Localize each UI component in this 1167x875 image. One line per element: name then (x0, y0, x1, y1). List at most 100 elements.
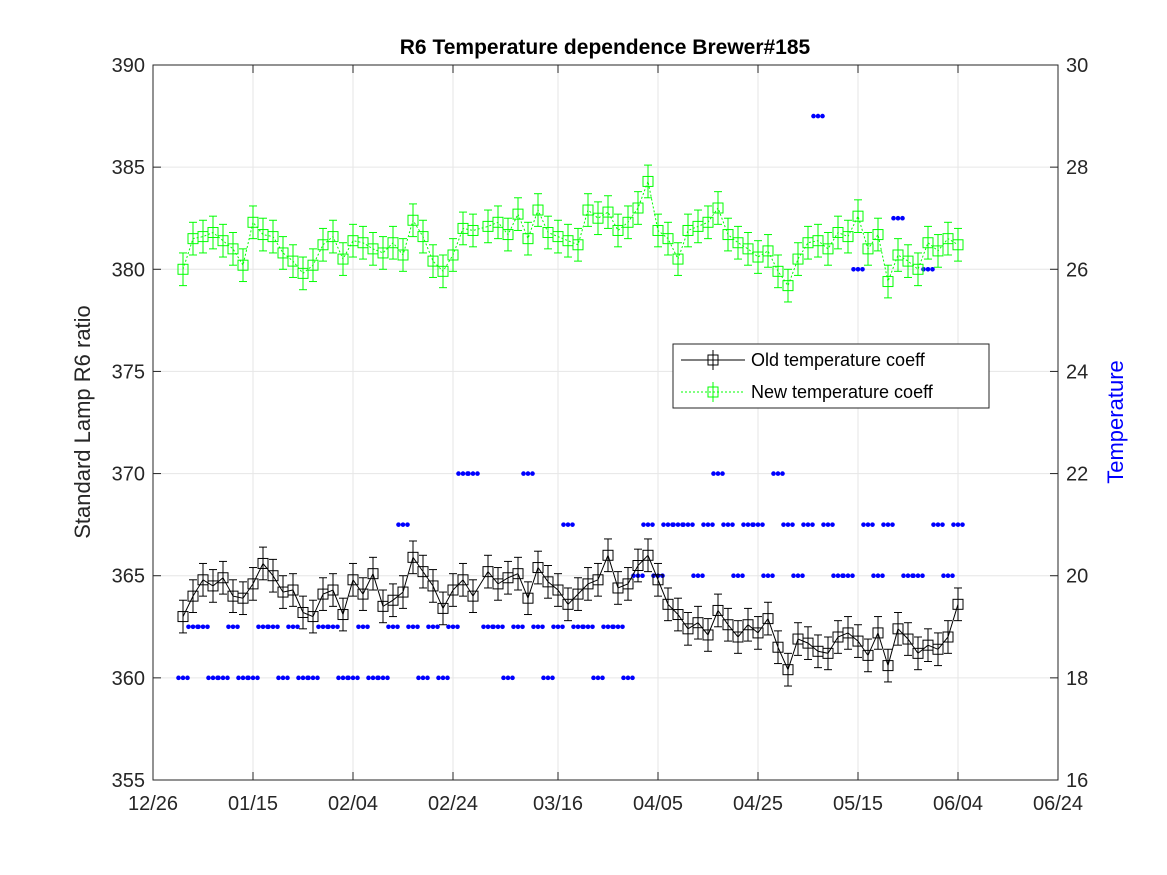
temperature-point (690, 522, 695, 527)
temperature-point (700, 573, 705, 579)
legend-new-label: New temperature coeff (751, 382, 934, 402)
temperature-point (751, 522, 756, 527)
y-tick-label: 355 (112, 770, 145, 792)
temperature-point (521, 471, 526, 476)
temperature-point (721, 522, 726, 527)
data-point (197, 574, 209, 586)
temperature-point (821, 522, 826, 527)
data-point (782, 664, 794, 676)
data-point (792, 253, 804, 265)
data-point (892, 249, 904, 261)
data-point (572, 588, 584, 600)
temperature-point (515, 624, 521, 630)
data-point (407, 551, 419, 563)
x-tick-label: 12/26 (128, 793, 178, 815)
temperature-point (941, 573, 946, 579)
data-point (257, 557, 269, 569)
temperature-point (720, 471, 725, 476)
temperature-point (761, 573, 766, 579)
data-point (912, 263, 924, 275)
temperature-point (226, 624, 231, 630)
temperature-point (640, 573, 645, 579)
temperature-point (591, 675, 596, 681)
temperature-point (760, 522, 765, 527)
temperature-point (815, 113, 821, 119)
temperature-point (620, 624, 625, 630)
temperature-point (685, 522, 691, 527)
temperature-point (250, 675, 256, 681)
data-point (377, 600, 389, 612)
data-point (742, 619, 754, 631)
temperature-point (266, 624, 271, 630)
temperature-point (770, 573, 775, 579)
temperature-point (681, 522, 686, 527)
temperature-point (256, 624, 261, 630)
temperature-point (850, 573, 855, 579)
data-point (217, 235, 229, 247)
data-point (672, 609, 684, 621)
temperature-point (801, 522, 806, 527)
legend-old-label: Old temperature coeff (751, 350, 926, 370)
y2-tick-label: 30 (1066, 55, 1088, 77)
data-point (672, 253, 684, 265)
temperature-point (185, 675, 190, 681)
temperature-point (901, 573, 906, 579)
temperature-point (551, 624, 556, 630)
temperature-point (500, 624, 505, 630)
data-point (852, 635, 864, 647)
temperature-point (935, 522, 941, 527)
temperature-point (220, 675, 226, 681)
temperature-point (950, 573, 955, 579)
temperature-point (470, 471, 476, 476)
x-tick-label: 03/16 (533, 793, 583, 815)
data-point (922, 237, 934, 249)
temperature-point (805, 522, 811, 527)
temperature-point (280, 675, 286, 681)
data-point (277, 247, 289, 259)
temperature-point (725, 522, 731, 527)
data-point (327, 231, 339, 243)
temperature-point (630, 675, 635, 681)
temperature-point (940, 522, 945, 527)
data-point (327, 584, 339, 596)
data-point (612, 224, 624, 236)
temperature-point (425, 675, 430, 681)
data-point (217, 572, 229, 584)
temperature-point (705, 522, 711, 527)
data-point (702, 216, 714, 228)
temperature-point (831, 573, 836, 579)
temperature-point (871, 573, 876, 579)
data-point (632, 202, 644, 214)
temperature-point (891, 215, 896, 221)
data-point (427, 255, 439, 267)
data-point (712, 202, 724, 214)
data-point (427, 580, 439, 592)
data-point (417, 231, 429, 243)
temperature-point (695, 573, 701, 579)
chart-title: R6 Temperature dependence Brewer#185 (400, 36, 811, 59)
temperature-point (881, 522, 886, 527)
data-point (287, 255, 299, 267)
data-point (267, 570, 279, 582)
data-point (932, 245, 944, 257)
data-point (952, 598, 964, 610)
temperature-point (780, 471, 785, 476)
temperature-point (235, 624, 240, 630)
data-point (187, 590, 199, 602)
data-point (752, 251, 764, 263)
y-tick-label: 375 (112, 361, 145, 383)
temperature-point (845, 573, 851, 579)
temperature-point (661, 522, 666, 527)
temperature-point (385, 675, 390, 681)
data-point (662, 233, 674, 245)
temperature-point (895, 215, 901, 221)
temperature-point (426, 624, 431, 630)
temperature-point (306, 675, 311, 681)
temperature-point (286, 624, 291, 630)
temperature-point (715, 471, 721, 476)
data-point (882, 276, 894, 288)
data-point (512, 208, 524, 220)
temperature-point (925, 266, 931, 272)
x-tick-label: 02/24 (428, 793, 478, 815)
